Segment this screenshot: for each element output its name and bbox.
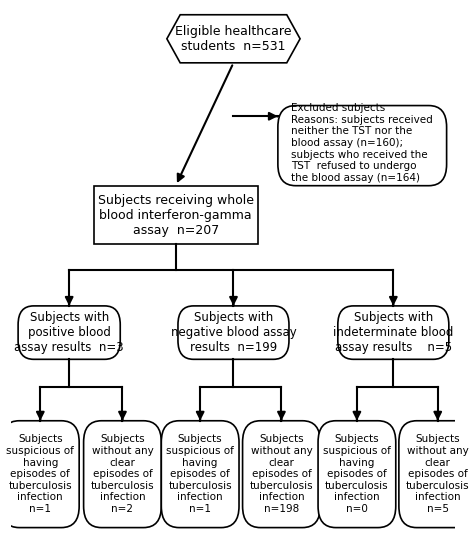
Polygon shape — [167, 14, 300, 63]
Text: Subjects receiving whole
blood interferon-gamma
assay  n=207: Subjects receiving whole blood interfero… — [98, 193, 254, 237]
Text: Subjects with
positive blood
assay results  n=3: Subjects with positive blood assay resul… — [14, 311, 124, 354]
FancyBboxPatch shape — [318, 421, 396, 527]
Text: Subjects
suspicious of
having
episodes of
tuberculosis
infection
n=1: Subjects suspicious of having episodes o… — [6, 434, 74, 514]
Text: Subjects
without any
clear
episodes of
tuberculosis
infection
n=198: Subjects without any clear episodes of t… — [250, 434, 313, 514]
Text: Subjects
suspicious of
having
episodes of
tuberculosis
infection
n=1: Subjects suspicious of having episodes o… — [166, 434, 234, 514]
Text: Subjects
without any
clear
episodes of
tuberculosis
infection
n=5: Subjects without any clear episodes of t… — [406, 434, 470, 514]
Text: Subjects with
negative blood assay
results  n=199: Subjects with negative blood assay resul… — [171, 311, 296, 354]
FancyBboxPatch shape — [1, 421, 79, 527]
FancyBboxPatch shape — [399, 421, 474, 527]
Text: Eligible healthcare
students  n=531: Eligible healthcare students n=531 — [175, 25, 292, 53]
Text: Subjects
without any
clear
episodes of
tuberculosis
infection
n=2: Subjects without any clear episodes of t… — [91, 434, 154, 514]
Text: Excluded subjects
Reasons: subjects received
neither the TST nor the
blood assay: Excluded subjects Reasons: subjects rece… — [292, 103, 433, 183]
FancyBboxPatch shape — [93, 186, 258, 244]
FancyBboxPatch shape — [338, 306, 449, 359]
FancyBboxPatch shape — [243, 421, 320, 527]
FancyBboxPatch shape — [83, 421, 161, 527]
Text: Subjects with
indeterminate blood
assay results    n=5: Subjects with indeterminate blood assay … — [333, 311, 454, 354]
FancyBboxPatch shape — [278, 106, 447, 186]
FancyBboxPatch shape — [18, 306, 120, 359]
FancyBboxPatch shape — [161, 421, 239, 527]
Text: Subjects
suspicious of
having
episodes of
tuberculosis
infection
n=0: Subjects suspicious of having episodes o… — [323, 434, 391, 514]
FancyBboxPatch shape — [178, 306, 289, 359]
